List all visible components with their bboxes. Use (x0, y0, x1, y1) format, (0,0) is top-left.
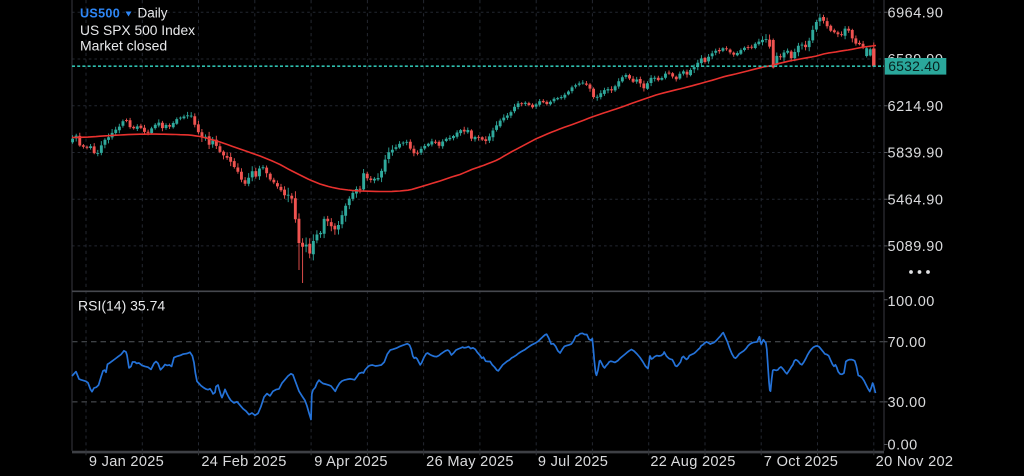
svg-text:26 May 2025: 26 May 2025 (426, 454, 514, 470)
svg-text:70.00: 70.00 (888, 335, 927, 351)
svg-text:22 Aug 2025: 22 Aug 2025 (650, 454, 735, 470)
svg-text:6532.40: 6532.40 (888, 58, 940, 74)
svg-text:7 Oct 2025: 7 Oct 2025 (764, 454, 838, 470)
svg-text:Daily: Daily (138, 6, 168, 21)
svg-text:5089.90: 5089.90 (888, 239, 944, 255)
svg-text:6964.90: 6964.90 (888, 5, 944, 21)
svg-text:RSI(14) 35.74: RSI(14) 35.74 (78, 298, 165, 314)
svg-text:30.00: 30.00 (888, 395, 927, 411)
svg-text:9 Jan 2025: 9 Jan 2025 (89, 454, 164, 470)
svg-text:5464.90: 5464.90 (888, 192, 944, 208)
svg-text:US500: US500 (80, 7, 120, 21)
svg-text:24 Feb 2025: 24 Feb 2025 (201, 454, 286, 470)
svg-text:100.00: 100.00 (888, 294, 935, 310)
svg-text:6214.90: 6214.90 (888, 99, 944, 115)
svg-text:US SPX 500 Index: US SPX 500 Index (80, 23, 195, 38)
svg-text:20 Nov 202: 20 Nov 202 (876, 454, 954, 470)
svg-text:9 Apr 2025: 9 Apr 2025 (314, 454, 388, 470)
svg-text:Market closed: Market closed (80, 37, 167, 53)
svg-text:5839.90: 5839.90 (888, 146, 944, 162)
svg-text:9 Jul 2025: 9 Jul 2025 (538, 454, 608, 470)
svg-text:0.00: 0.00 (888, 438, 918, 454)
